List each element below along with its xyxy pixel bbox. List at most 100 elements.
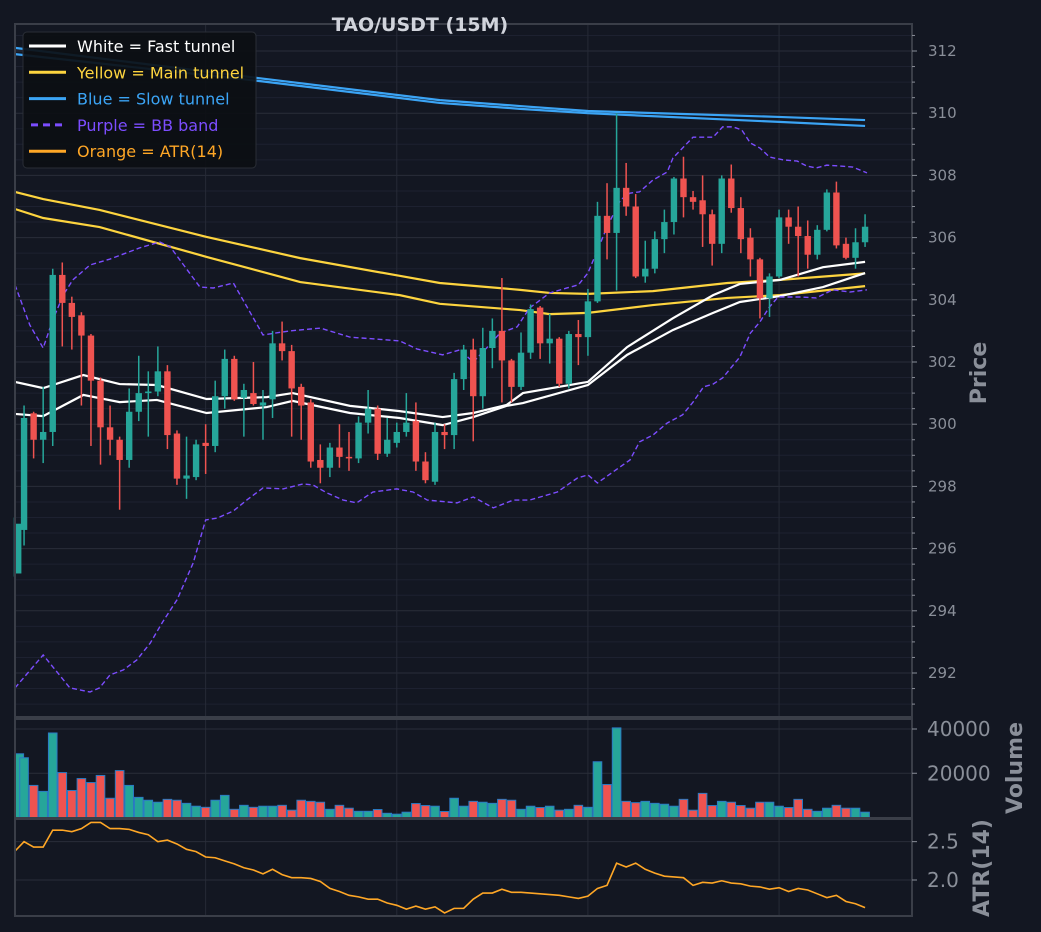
volume-bar [19, 757, 29, 819]
candle [651, 231, 659, 274]
volume-bar [583, 806, 593, 819]
candle-body [298, 386, 305, 406]
volume-bar [124, 784, 134, 819]
volume-bar [296, 799, 307, 818]
volume-bar [315, 801, 326, 819]
candle [240, 383, 248, 437]
atr-tick-label: 2.5 [927, 830, 959, 854]
price-tick-label: 292 [928, 664, 957, 682]
candle [20, 405, 28, 546]
candle-body [240, 389, 248, 398]
candle [211, 380, 219, 453]
volume-tick-label: 40000 [927, 717, 991, 741]
candle-body [183, 475, 190, 479]
candle [594, 201, 601, 303]
candle-body [49, 274, 56, 432]
candle [78, 312, 85, 406]
volume-bar [592, 761, 603, 818]
candle [431, 422, 439, 485]
candle-body [154, 371, 162, 392]
candle [708, 209, 716, 266]
candle [231, 355, 238, 401]
candle [527, 304, 534, 359]
candle-body [775, 217, 783, 277]
candle [479, 327, 486, 409]
volume-bar [850, 807, 861, 819]
candle-body [307, 402, 314, 462]
candle [699, 175, 706, 247]
volume-bar [382, 812, 393, 819]
volume-bar [430, 805, 440, 818]
candle [374, 405, 381, 460]
legend: White = Fast tunnel Yellow = Main tunnel B… [22, 31, 257, 169]
volume-bar [229, 808, 240, 818]
candle [823, 189, 831, 232]
volume-bar [181, 802, 192, 819]
candle-body [231, 358, 238, 400]
volume-bar [802, 808, 813, 818]
candle-body [508, 360, 515, 387]
candle-body [374, 408, 381, 454]
volume-bar [535, 807, 545, 819]
candle-body [517, 352, 525, 387]
candle [154, 346, 162, 397]
candle-body [785, 217, 792, 227]
candle [737, 197, 745, 254]
candle [842, 237, 850, 260]
volume-bars [14, 727, 870, 819]
legend-label: Yellow = Main tunnel [76, 63, 244, 82]
candle [642, 240, 649, 283]
candle [125, 388, 133, 468]
slow-upper-line [14, 46, 866, 122]
price-tick-label: 300 [928, 415, 957, 433]
candle-body [642, 268, 649, 277]
candle-body [116, 439, 123, 460]
price-tick-label: 294 [928, 602, 957, 620]
candle-body [527, 309, 534, 353]
volume-bar [544, 805, 555, 818]
candle-body [68, 302, 76, 317]
volume-bar [812, 810, 823, 818]
candle-body [794, 226, 802, 237]
volume-bar [611, 727, 622, 818]
volume-bar [487, 802, 498, 819]
volume-bar [573, 804, 584, 818]
volume-bar [76, 778, 87, 818]
volume-bar [525, 805, 536, 818]
candle [68, 296, 76, 350]
atr-series [13, 821, 866, 914]
candle-body [393, 431, 400, 443]
candle [145, 371, 152, 437]
candle [460, 344, 467, 390]
candle-body [689, 197, 697, 202]
candle-body [326, 447, 334, 468]
candle [670, 176, 678, 235]
candle [135, 355, 142, 422]
candle [412, 402, 420, 471]
candle-body [441, 431, 448, 436]
candle-body [364, 408, 372, 423]
candle-body [613, 187, 620, 233]
volume-bar [822, 807, 832, 819]
volume-bar [688, 809, 698, 818]
candle [680, 156, 687, 218]
candle [269, 330, 276, 418]
candle-body [97, 380, 104, 428]
candle [785, 209, 792, 244]
volume-bar [659, 803, 670, 818]
volume-bar [401, 811, 412, 819]
volume-bar [353, 810, 364, 818]
candle [30, 411, 37, 459]
volume-bar [497, 798, 507, 818]
candle [632, 194, 639, 279]
candle-body [269, 343, 276, 400]
candle [852, 228, 859, 269]
candle [59, 262, 66, 347]
candle-body [106, 427, 114, 440]
price-tick-label: 312 [928, 42, 957, 60]
volume-bar [755, 801, 765, 819]
candle [450, 372, 458, 450]
volume-bar [745, 807, 756, 819]
candle-body [632, 206, 639, 277]
